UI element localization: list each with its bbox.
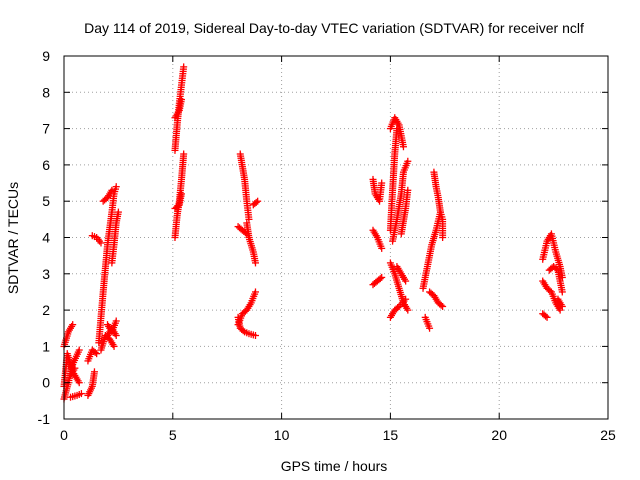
- data-point: [542, 312, 550, 320]
- data-point: [77, 390, 85, 398]
- data-point: [180, 63, 188, 71]
- data-point: [426, 324, 434, 332]
- axis-ticks: 0 5 10 15 20 25 -1 0 1 2 3 4 5 6 7 8 9: [38, 48, 616, 443]
- data-point: [376, 275, 384, 283]
- data-point: [114, 208, 122, 216]
- data-point: [251, 332, 259, 340]
- data-point: [243, 230, 251, 238]
- data-point: [178, 190, 186, 198]
- x-tick-label: 10: [274, 427, 290, 443]
- data-point: [93, 350, 101, 358]
- data-point: [394, 304, 402, 312]
- y-tick-label: 6: [42, 157, 50, 173]
- chart-title: Day 114 of 2019, Sidereal Day-to-day VTE…: [84, 20, 584, 36]
- data-point: [543, 313, 551, 321]
- y-tick-label: 0: [42, 375, 50, 391]
- x-axis-title: GPS time / hours: [281, 458, 388, 474]
- data-point: [112, 183, 120, 191]
- data-point: [254, 197, 262, 205]
- data-point: [558, 302, 566, 310]
- data-point: [378, 273, 386, 281]
- data-point: [439, 302, 447, 310]
- y-tick-label: 7: [42, 121, 50, 137]
- data-point: [69, 321, 77, 329]
- data-point: [112, 317, 120, 325]
- data-point: [90, 368, 98, 376]
- y-tick-label: 4: [42, 230, 50, 246]
- data-point: [437, 301, 445, 309]
- y-tick-label: 1: [42, 338, 50, 354]
- data-point: [252, 198, 260, 206]
- data-point: [251, 259, 259, 267]
- x-tick-label: 25: [600, 427, 616, 443]
- data-point: [180, 150, 188, 158]
- data-point: [404, 306, 412, 314]
- y-tick-label: 9: [42, 48, 50, 64]
- data-point: [245, 215, 253, 223]
- data-point: [241, 229, 249, 237]
- x-tick-label: 20: [491, 427, 507, 443]
- data-point: [556, 306, 564, 314]
- data-point: [402, 295, 410, 303]
- y-tick-label: 5: [42, 193, 50, 209]
- data-point: [112, 332, 120, 340]
- data-point: [378, 179, 386, 187]
- data-point: [439, 234, 447, 241]
- data-point: [75, 379, 83, 387]
- data-point: [402, 277, 410, 285]
- data-point: [178, 96, 186, 104]
- data-point: [75, 346, 83, 354]
- data-point: [378, 244, 386, 252]
- data-point: [108, 186, 116, 194]
- data-point: [71, 364, 79, 372]
- data-point: [399, 143, 407, 151]
- y-tick-label: 8: [42, 84, 50, 100]
- data-point: [110, 342, 118, 350]
- data-point: [239, 327, 247, 335]
- data-point: [91, 348, 99, 356]
- data-point: [251, 288, 259, 296]
- y-tick-label: 3: [42, 266, 50, 282]
- data-point: [404, 186, 412, 194]
- data-point: [404, 157, 412, 165]
- x-tick-label: 0: [60, 427, 68, 443]
- x-tick-label: 15: [383, 427, 399, 443]
- data-point: [393, 125, 401, 133]
- y-tick-label: -1: [38, 411, 51, 427]
- y-tick-label: 2: [42, 302, 50, 318]
- data-point: [558, 288, 566, 296]
- x-tick-label: 5: [169, 427, 177, 443]
- data-points: [60, 63, 566, 403]
- y-axis-title: SDTVAR / TECUs: [5, 182, 21, 294]
- data-point: [97, 239, 105, 247]
